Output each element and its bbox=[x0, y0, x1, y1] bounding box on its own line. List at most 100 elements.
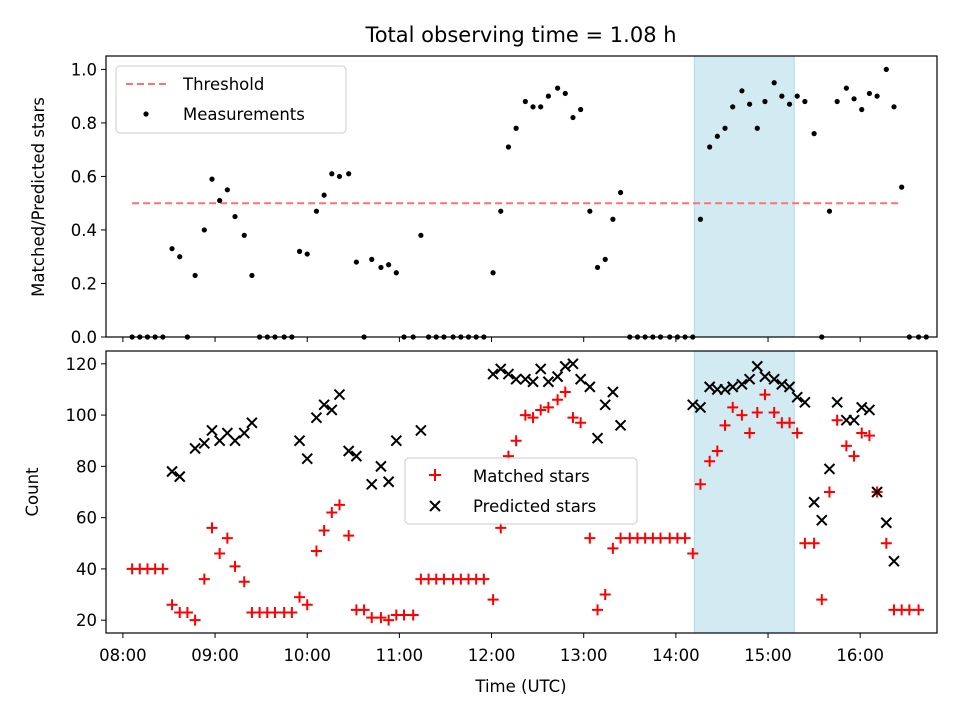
matched-star-point bbox=[269, 606, 281, 618]
matched-legend-swatch bbox=[429, 469, 441, 481]
x-tick-label: 12:00 bbox=[468, 646, 516, 665]
matched-star-point bbox=[840, 440, 852, 452]
measurement-point bbox=[232, 213, 238, 220]
measurement-point bbox=[522, 98, 528, 105]
matched-star-point bbox=[736, 409, 748, 421]
matched-star-point bbox=[768, 407, 780, 419]
measurement-point bbox=[754, 125, 760, 131]
matched-star-point bbox=[542, 401, 554, 413]
matched-star-point bbox=[221, 532, 233, 544]
matched-star-point bbox=[559, 386, 571, 398]
predicted-star-point bbox=[736, 378, 748, 391]
top-legend-box bbox=[115, 65, 347, 134]
matched-star-point bbox=[198, 573, 210, 585]
matched-star-point bbox=[913, 604, 925, 616]
matched-star-point bbox=[808, 537, 820, 549]
predicted-star-point bbox=[527, 376, 539, 388]
measurement-point bbox=[617, 189, 624, 196]
x-tick-label: 09:00 bbox=[191, 646, 239, 665]
predicted-star-point bbox=[831, 396, 843, 408]
predicted-star-point bbox=[791, 391, 803, 403]
bottom-y-tick-label: 40 bbox=[76, 560, 97, 579]
measurement-point bbox=[418, 232, 424, 238]
top-axes-frame bbox=[105, 55, 938, 338]
matched-star-point bbox=[687, 548, 699, 560]
predicted-star-point bbox=[310, 411, 323, 424]
matched-star-point bbox=[478, 573, 490, 585]
predicted-star-point bbox=[719, 383, 731, 396]
matched-star-point bbox=[719, 419, 731, 431]
bottom-legend: Matched stars Predicted stars bbox=[404, 457, 638, 525]
measurement-point bbox=[209, 176, 215, 182]
threshold-legend-label: Threshold bbox=[182, 75, 264, 94]
predicted-star-point bbox=[198, 437, 211, 449]
measurement-point bbox=[891, 104, 897, 110]
predicted-star-point bbox=[246, 417, 258, 429]
measurement-point bbox=[177, 254, 183, 260]
predicted-star-point bbox=[318, 399, 330, 411]
measurement-point bbox=[802, 98, 808, 105]
x-tick-label: 11:00 bbox=[376, 646, 424, 665]
matched-star-point bbox=[584, 532, 596, 544]
matched-star-point bbox=[751, 407, 763, 419]
measurement-point bbox=[490, 270, 496, 276]
matched-star-point bbox=[863, 430, 875, 442]
matched-star-point bbox=[238, 576, 250, 588]
measurement-point bbox=[786, 101, 793, 107]
predicted-star-point bbox=[599, 399, 611, 411]
predicted-star-point bbox=[350, 450, 363, 462]
x-tick-label: 13:00 bbox=[560, 646, 608, 665]
measurement-point bbox=[874, 93, 880, 99]
matched-star-point bbox=[294, 591, 306, 603]
matched-star-point bbox=[856, 427, 868, 439]
measurement-point bbox=[899, 184, 905, 190]
predicted-star-point bbox=[591, 432, 604, 444]
matched-star-point bbox=[552, 394, 564, 406]
measurement-point bbox=[538, 104, 544, 110]
measurement-point bbox=[554, 85, 561, 91]
measurement-point bbox=[346, 171, 352, 177]
measurement-point bbox=[707, 144, 713, 150]
measurement-point bbox=[336, 173, 343, 180]
bottom-y-axis-label: Count bbox=[23, 467, 42, 517]
measurement-point bbox=[249, 272, 255, 279]
matched-star-point bbox=[575, 417, 587, 429]
measurement-point bbox=[594, 264, 601, 271]
matched-star-point bbox=[799, 537, 811, 549]
predicted-star-point bbox=[495, 363, 507, 375]
measurement-point bbox=[859, 106, 865, 113]
measurement-point bbox=[169, 246, 175, 252]
predicted-star-point bbox=[584, 381, 596, 393]
measurement-point bbox=[217, 197, 223, 204]
matched-star-point bbox=[343, 530, 355, 542]
matched-star-point bbox=[398, 609, 410, 621]
measurement-point bbox=[296, 248, 303, 254]
predicted-star-point bbox=[238, 427, 250, 439]
measurement-point bbox=[545, 93, 551, 99]
matched-star-point bbox=[358, 604, 370, 616]
predicted-star-point bbox=[574, 373, 587, 385]
predicted-star-point bbox=[542, 376, 555, 388]
matched-star-point bbox=[744, 427, 756, 439]
predicted-star-point bbox=[743, 373, 756, 385]
bottom-axes-frame bbox=[105, 350, 938, 634]
predicted-star-point bbox=[880, 517, 893, 529]
matched-star-point bbox=[157, 563, 169, 575]
matched-star-point bbox=[848, 450, 860, 462]
matched-star-point bbox=[880, 537, 892, 549]
measurement-point bbox=[530, 104, 536, 110]
matched-star-point bbox=[535, 404, 547, 416]
predicted-star-point bbox=[808, 496, 820, 508]
matched-star-point bbox=[438, 573, 450, 585]
measurement-point bbox=[771, 80, 777, 86]
bottom-y-tick-label: 120 bbox=[66, 355, 98, 374]
measurement-point bbox=[313, 208, 320, 214]
measurement-point bbox=[843, 85, 849, 91]
measurement-point bbox=[505, 144, 512, 150]
measurement-point bbox=[570, 114, 576, 121]
matched-star-point bbox=[166, 599, 178, 611]
measurement-point bbox=[697, 216, 704, 222]
predicted-star-point bbox=[333, 388, 346, 401]
predicted-star-point bbox=[776, 378, 788, 391]
predicted-star-point bbox=[694, 401, 707, 414]
